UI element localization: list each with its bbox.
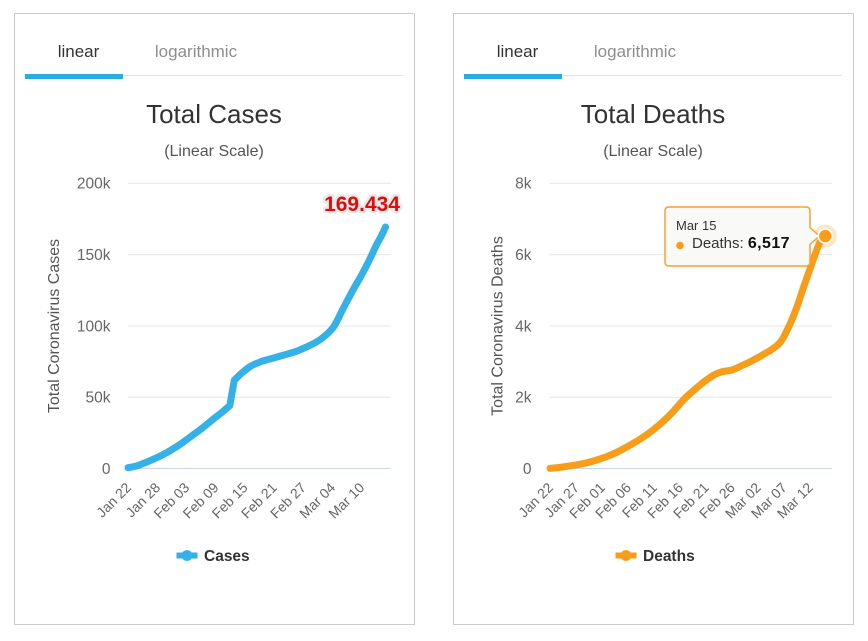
- svg-text:6k: 6k: [515, 247, 532, 264]
- svg-text:linear: linear: [497, 42, 539, 61]
- svg-text:Total Deaths: Total Deaths: [581, 99, 726, 129]
- svg-text:Total Cases: Total Cases: [146, 99, 282, 129]
- svg-text:Mar 15: Mar 15: [676, 218, 716, 233]
- svg-text:Deaths: Deaths: [643, 548, 695, 565]
- svg-text:169.434: 169.434: [324, 193, 400, 216]
- svg-text:200k: 200k: [77, 176, 111, 193]
- svg-text:logarithmic: logarithmic: [594, 42, 677, 61]
- svg-text:0: 0: [523, 461, 532, 478]
- svg-text:4k: 4k: [515, 318, 532, 335]
- svg-text:0: 0: [102, 461, 111, 478]
- svg-text:Total Coronavirus Cases: Total Coronavirus Cases: [46, 239, 63, 413]
- svg-text:150k: 150k: [77, 247, 111, 264]
- svg-text:2k: 2k: [515, 390, 532, 407]
- svg-text:100k: 100k: [77, 318, 111, 335]
- svg-text:Total Coronavirus Deaths: Total Coronavirus Deaths: [490, 236, 507, 416]
- svg-text:50k: 50k: [86, 390, 111, 407]
- svg-text:Cases: Cases: [204, 548, 250, 565]
- svg-text:8k: 8k: [515, 176, 532, 193]
- svg-text:linear: linear: [58, 42, 100, 61]
- svg-text:logarithmic: logarithmic: [155, 42, 238, 61]
- svg-text:(Linear Scale): (Linear Scale): [603, 143, 703, 160]
- svg-text:(Linear Scale): (Linear Scale): [164, 143, 264, 160]
- svg-text:Deaths: 6,517: Deaths: 6,517: [692, 235, 790, 252]
